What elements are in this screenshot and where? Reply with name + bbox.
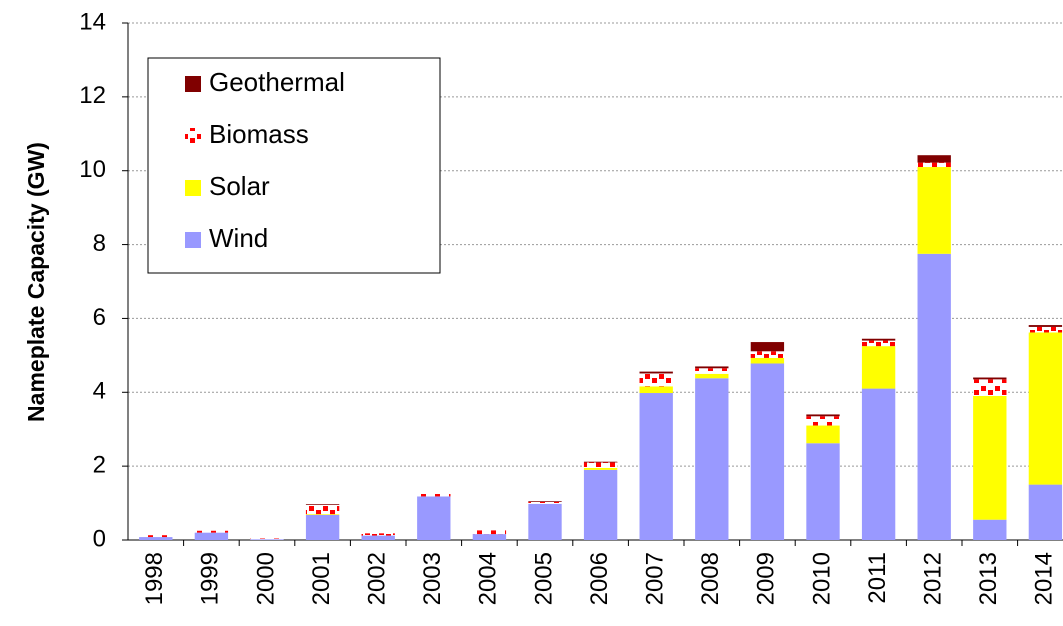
bar-segment	[305, 514, 340, 515]
bar-segment	[194, 530, 229, 533]
bar-segment	[250, 538, 284, 540]
bar-segment	[1028, 332, 1063, 485]
y-tick-label: 0	[93, 525, 106, 552]
bar-segment	[861, 340, 896, 347]
y-tick-label: 10	[79, 156, 106, 183]
bar-segment	[639, 386, 673, 394]
x-tick-label: 2006	[586, 552, 613, 605]
bar-segment	[695, 378, 729, 540]
x-tick-label: 2002	[364, 552, 391, 605]
bar-segment	[973, 377, 1007, 380]
bar-segment	[917, 253, 951, 540]
x-tick-label: 2011	[864, 552, 891, 604]
bar-segment	[639, 371, 673, 374]
legend-swatch	[185, 180, 201, 196]
bar-segment	[305, 504, 340, 505]
legend-swatch	[185, 232, 201, 248]
x-tick-label: 2005	[530, 552, 557, 605]
bar-segment	[1028, 325, 1063, 327]
bar-segment	[639, 393, 673, 540]
bar-segment	[973, 379, 1007, 396]
legend-label: Solar	[209, 171, 270, 201]
y-tick-label: 6	[93, 304, 106, 331]
y-tick-label: 4	[93, 378, 106, 405]
bar-segment	[695, 373, 729, 379]
x-tick-label: 2000	[252, 552, 279, 605]
x-tick-label: 2013	[975, 552, 1002, 605]
bar-segment	[583, 462, 618, 468]
x-tick-label: 2003	[419, 552, 446, 605]
x-tick-label: 2001	[308, 552, 335, 605]
bar-segment	[305, 514, 340, 540]
bar-segment	[361, 533, 395, 536]
bar-segment	[528, 501, 562, 502]
x-tick-label: 2007	[642, 552, 669, 605]
bar-segment	[861, 388, 896, 540]
x-tick-label: 2004	[475, 552, 502, 605]
bar-segment	[750, 342, 785, 352]
bar-segment	[750, 363, 785, 540]
bar-segment	[695, 368, 729, 374]
bar-segment	[583, 467, 618, 470]
x-tick-label: 2014	[1031, 552, 1058, 605]
bar-segment	[417, 491, 451, 497]
bar-segment	[806, 416, 840, 426]
bar-segment	[639, 373, 673, 387]
bar-segment	[1028, 326, 1063, 333]
bar-segment	[305, 504, 340, 515]
bar-segment	[583, 469, 618, 540]
bar-segment	[472, 534, 507, 540]
bar-segment	[861, 346, 896, 389]
bar-segment	[695, 366, 729, 369]
x-tick-label: 2010	[808, 552, 835, 605]
bar-segment	[973, 519, 1007, 540]
y-axis-title: Nameplate Capacity (GW)	[23, 142, 49, 422]
legend-swatch	[185, 76, 201, 92]
bar-segment	[194, 532, 229, 540]
legend-swatch	[185, 128, 201, 144]
bar-segment	[917, 167, 951, 254]
bar-segment	[139, 537, 173, 540]
bar-segment	[917, 162, 951, 168]
bar-segment	[750, 357, 785, 364]
x-tick-label: 2008	[697, 552, 724, 605]
bar-segment	[472, 530, 507, 535]
y-tick-label: 8	[93, 230, 106, 257]
x-tick-label: 2012	[920, 552, 947, 605]
legend-label: Wind	[209, 223, 268, 253]
bar-segment	[750, 351, 785, 358]
bar-segment	[528, 503, 562, 540]
bar-segment	[917, 155, 951, 163]
x-tick-label: 1999	[197, 552, 224, 605]
bar-segment	[361, 535, 395, 540]
bar-segment	[806, 425, 840, 444]
y-tick-label: 12	[79, 82, 106, 109]
bar-segment	[528, 501, 562, 504]
y-tick-label: 14	[79, 8, 106, 35]
bar-segment	[973, 395, 1007, 520]
bar-segment	[417, 496, 451, 540]
bar-segment	[250, 539, 284, 540]
bar-segment	[806, 443, 840, 540]
legend-label: Biomass	[209, 119, 309, 149]
bar-segment	[583, 461, 618, 463]
bar-segment	[139, 535, 173, 538]
bar-segment	[1028, 484, 1063, 540]
x-tick-label: 1998	[141, 552, 168, 605]
y-tick-label: 2	[93, 451, 106, 478]
legend-label: Geothermal	[209, 67, 345, 97]
bar-segment	[806, 414, 840, 417]
bar-segment	[861, 338, 896, 341]
x-tick-label: 2009	[753, 552, 780, 605]
